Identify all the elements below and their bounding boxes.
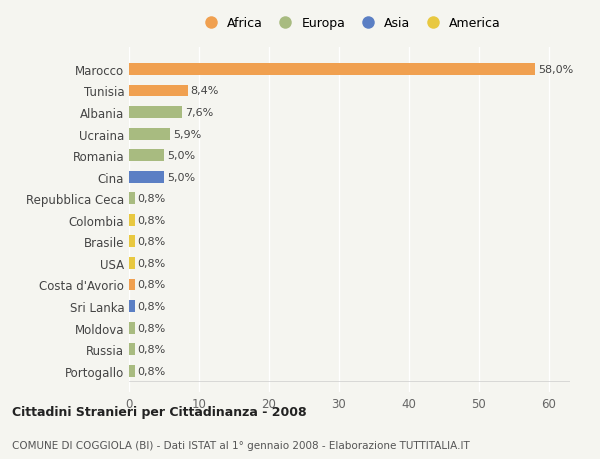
Text: 0,8%: 0,8%	[137, 237, 166, 247]
Bar	[129, 279, 134, 291]
Bar	[129, 107, 182, 119]
Bar	[129, 150, 164, 162]
Text: 5,0%: 5,0%	[167, 172, 195, 182]
Bar	[129, 171, 164, 183]
Bar	[129, 301, 134, 312]
Bar	[129, 322, 134, 334]
Text: 0,8%: 0,8%	[137, 194, 166, 204]
Text: 7,6%: 7,6%	[185, 108, 213, 118]
Text: 0,8%: 0,8%	[137, 366, 166, 376]
Text: Cittadini Stranieri per Cittadinanza - 2008: Cittadini Stranieri per Cittadinanza - 2…	[12, 405, 307, 418]
Text: 0,8%: 0,8%	[137, 344, 166, 354]
Legend: Africa, Europa, Asia, America: Africa, Europa, Asia, America	[196, 15, 503, 33]
Bar	[129, 236, 134, 248]
Bar	[129, 214, 134, 226]
Bar	[129, 343, 134, 355]
Text: 58,0%: 58,0%	[538, 65, 573, 75]
Text: 8,4%: 8,4%	[191, 86, 219, 96]
Bar	[129, 193, 134, 205]
Bar	[129, 365, 134, 377]
Text: 5,0%: 5,0%	[167, 151, 195, 161]
Text: 0,8%: 0,8%	[137, 280, 166, 290]
Bar	[129, 85, 188, 97]
Text: 0,8%: 0,8%	[137, 323, 166, 333]
Text: 0,8%: 0,8%	[137, 302, 166, 311]
Text: 0,8%: 0,8%	[137, 258, 166, 269]
Bar	[129, 129, 170, 140]
Text: 0,8%: 0,8%	[137, 215, 166, 225]
Bar	[129, 64, 535, 76]
Text: 5,9%: 5,9%	[173, 129, 202, 139]
Bar	[129, 257, 134, 269]
Text: COMUNE DI COGGIOLA (BI) - Dati ISTAT al 1° gennaio 2008 - Elaborazione TUTTITALI: COMUNE DI COGGIOLA (BI) - Dati ISTAT al …	[12, 440, 470, 450]
